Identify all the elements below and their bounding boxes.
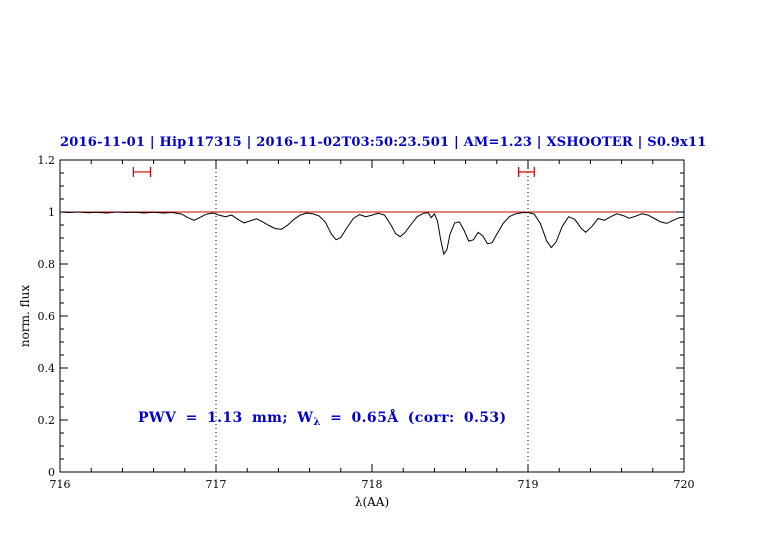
y-tick-label: 0.2 — [38, 414, 56, 427]
y-tick-label: 0 — [48, 466, 55, 479]
plot-title: 2016-11-01 | Hip117315 | 2016-11-02T03:5… — [60, 135, 707, 150]
pwv-annotation-suffix: = 0.65Å (corr: 0.53) — [320, 410, 507, 426]
lambda-subscript: λ — [313, 416, 321, 428]
x-tick-label: 716 — [50, 478, 71, 491]
x-axis-label: λ(AA) — [354, 495, 390, 509]
x-tick-label: 719 — [518, 478, 539, 491]
pwv-annotation: PWV = 1.13 mm; Wλ = 0.65Å (corr: 0.53) — [138, 410, 507, 428]
spectrum-line — [59, 211, 685, 256]
x-tick-label: 720 — [674, 478, 695, 491]
y-tick-label: 1 — [48, 206, 55, 219]
pwv-annotation-prefix: PWV = 1.13 mm; W — [138, 410, 314, 426]
x-tick-label: 717 — [206, 478, 227, 491]
y-tick-label: 0.6 — [38, 310, 56, 323]
x-tick-label: 718 — [362, 478, 383, 491]
y-tick-label: 0.8 — [38, 258, 56, 271]
y-tick-label: 0.4 — [38, 362, 56, 375]
plot-frame — [59, 159, 685, 473]
y-tick-label: 1.2 — [38, 154, 56, 167]
